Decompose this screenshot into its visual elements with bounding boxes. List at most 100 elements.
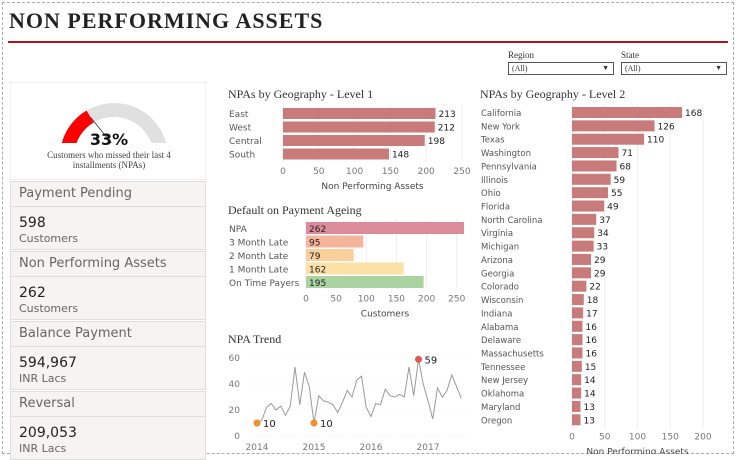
bar (572, 240, 594, 252)
y-tick-label: 40 (229, 380, 241, 390)
category-label: Oregon (481, 416, 512, 426)
bar (572, 374, 582, 386)
gauge-caption: Customers who missed their last 4 install… (11, 150, 207, 170)
data-label: 162 (309, 266, 326, 276)
data-label: 126 (658, 122, 675, 132)
state-select-value: (All) (625, 64, 641, 73)
category-label: Arizona (481, 256, 513, 266)
category-label: Ohio (481, 189, 501, 199)
trend-line (256, 359, 462, 424)
data-label: 37 (599, 216, 610, 226)
npa-gauge: 33% Customers who missed their last 4 ins… (10, 82, 206, 180)
data-label: 29 (594, 256, 606, 266)
kpi-unit: Customers (19, 232, 79, 245)
category-label: Virginia (481, 229, 513, 239)
kpi-value: 594,967 (19, 355, 77, 371)
bar (572, 280, 587, 292)
kpi-label: Reversal (19, 396, 75, 411)
bar (306, 276, 424, 288)
data-label: 17 (586, 309, 597, 319)
bar (572, 294, 584, 306)
x-tick-label: 2014 (246, 443, 269, 453)
bar (572, 320, 583, 332)
gauge-caption-line2: installments (NPAs) (72, 160, 146, 170)
x-tick-label: 100 (346, 167, 363, 177)
bar (572, 107, 683, 118)
bar (572, 187, 609, 199)
category-label: NPA (229, 225, 248, 235)
data-label: 79 (309, 252, 321, 262)
bar (572, 133, 645, 145)
level1-title: NPAs by Geography - Level 1 (228, 87, 374, 101)
data-label: 55 (611, 189, 622, 199)
category-label: Indiana (481, 309, 512, 319)
category-label: North Carolina (481, 216, 542, 226)
region-select[interactable]: (All) ▼ (508, 62, 614, 75)
state-select[interactable]: (All) ▼ (621, 62, 727, 75)
highlight-point (253, 419, 261, 427)
bar (306, 222, 464, 234)
bar (572, 213, 597, 225)
kpi-label: Non Performing Assets (19, 256, 167, 271)
kpi-unit: INR Lacs (19, 442, 67, 455)
bar (572, 414, 581, 426)
x-tick-label: 150 (388, 295, 405, 305)
bar (306, 262, 404, 275)
kpi-unit: Customers (19, 302, 79, 315)
category-label: Colorado (481, 283, 519, 293)
data-label: 16 (585, 323, 597, 333)
x-tick-label: 100 (629, 433, 646, 443)
bar (572, 160, 617, 172)
category-label: Illinois (481, 176, 509, 186)
category-label: Pennsylvania (481, 162, 537, 172)
x-tick-label: 2016 (360, 443, 383, 453)
gauge-chart (61, 103, 167, 143)
data-label: 15 (585, 363, 596, 373)
highlight-label: 10 (320, 419, 333, 430)
category-label: 1 Month Late (229, 266, 289, 276)
data-label: 13 (584, 416, 595, 426)
data-label: 168 (685, 109, 702, 119)
data-label: 198 (428, 137, 445, 147)
data-label: 95 (309, 239, 320, 249)
gauge-fill (61, 110, 94, 143)
data-label: 195 (309, 279, 326, 289)
category-label: Georgia (481, 269, 514, 279)
trend-title: NPA Trend (228, 332, 282, 346)
x-tick-label: 250 (453, 167, 470, 177)
bar (572, 360, 582, 372)
category-label: Central (229, 137, 262, 147)
x-tick-label: 50 (599, 433, 611, 443)
bar (572, 120, 655, 132)
bar (572, 387, 582, 399)
kpi-balance-payment: Balance Payment 594,967 INR Lacs (10, 321, 206, 390)
kpi-unit: INR Lacs (19, 372, 67, 385)
x-tick-label: 2015 (303, 443, 326, 453)
data-label: 22 (589, 283, 600, 293)
category-label: 2 Month Late (229, 252, 289, 262)
x-tick-label: 150 (382, 167, 399, 177)
data-label: 212 (438, 124, 455, 134)
category-label: Florida (481, 203, 510, 213)
bar (283, 135, 425, 146)
gauge-percent: 33% (89, 130, 129, 149)
bar (283, 121, 435, 133)
data-label: 29 (594, 269, 606, 279)
category-label: Michigan (481, 243, 519, 253)
category-label: West (229, 124, 252, 134)
bar (572, 253, 591, 265)
data-label: 262 (309, 225, 326, 235)
data-label: 13 (584, 403, 595, 413)
x-tick-label: 200 (694, 433, 711, 443)
x-tick-label: 50 (330, 295, 342, 305)
state-filter: State (All) ▼ (621, 50, 727, 75)
category-label: California (481, 109, 521, 119)
y-tick-label: 20 (229, 406, 241, 416)
gauge-caption-line1: Customers who missed their last 4 (47, 150, 171, 160)
kpi-label: Payment Pending (19, 186, 133, 201)
data-label: 33 (597, 243, 608, 253)
data-label: 14 (584, 390, 596, 400)
x-tick-label: 50 (313, 167, 325, 177)
x-tick-label: 0 (569, 433, 575, 443)
